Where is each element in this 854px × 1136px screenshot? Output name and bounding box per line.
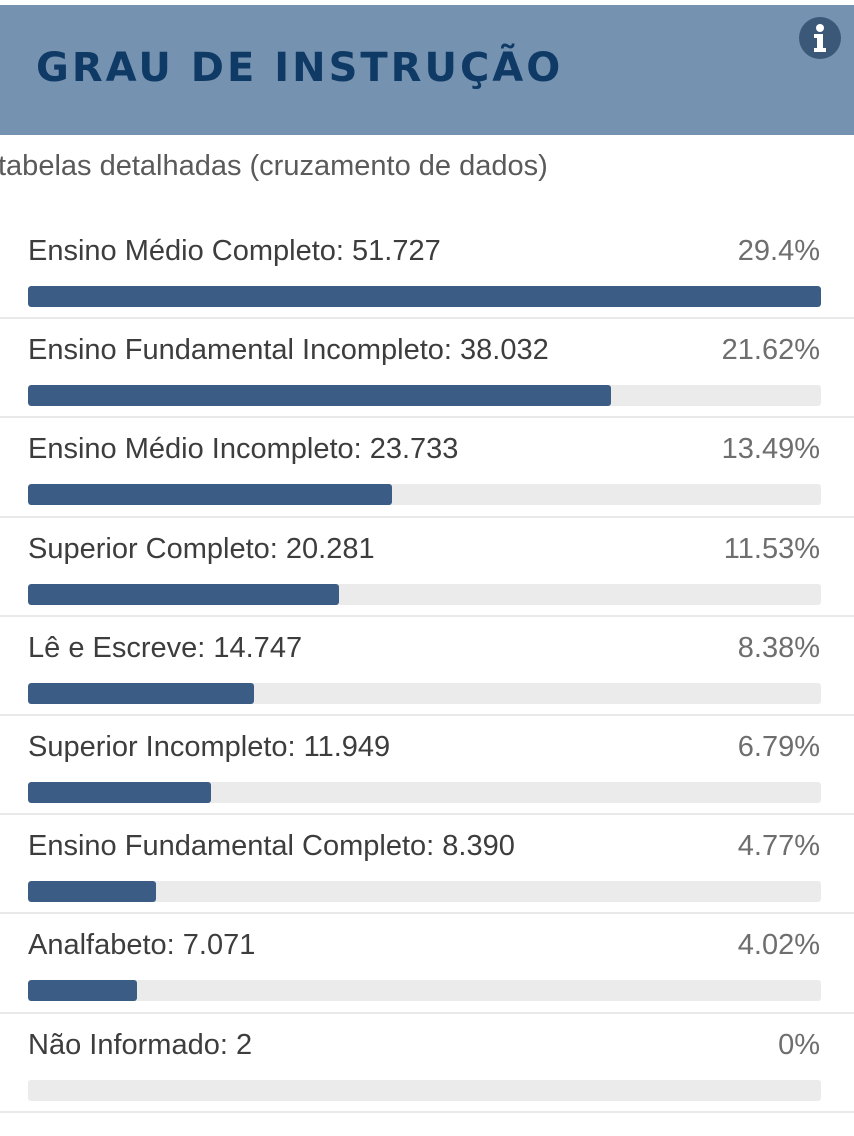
list-item: Ensino Fundamental Completo: 8.390 4.77%	[0, 815, 854, 915]
detailed-tables-link[interactable]: tabelas detalhadas (cruzamento de dados)	[0, 150, 548, 182]
list-item: Lê e Escreve: 14.747 8.38%	[0, 617, 854, 716]
section-title: GRAU DE INSTRUÇÃO	[36, 45, 564, 91]
item-percentage: 21.62%	[721, 334, 820, 367]
progress-track	[28, 484, 821, 506]
item-label: Ensino Médio Completo: 51.727	[28, 235, 441, 267]
progress-fill	[28, 682, 254, 704]
list-item: Superior Incompleto: 11.949 6.79%	[0, 716, 854, 816]
item-label: Superior Incompleto: 11.949	[28, 730, 391, 763]
section-header: GRAU DE INSTRUÇÃO	[0, 5, 854, 135]
item-label: Lê e Escreve: 14.747	[28, 631, 303, 664]
list-item: Ensino Médio Completo: 51.727 29.4%	[0, 220, 854, 320]
list-item: Ensino Fundamental Incompleto: 38.032 21…	[0, 319, 854, 419]
item-percentage: 29.4%	[737, 235, 820, 267]
list-item: Ensino Médio Incompleto: 23.733 13.49%	[0, 418, 854, 518]
item-percentage: 0%	[778, 1028, 820, 1061]
progress-track	[28, 980, 821, 1002]
education-level-list: Ensino Médio Completo: 51.727 29.4% Ensi…	[0, 220, 854, 1113]
progress-fill	[28, 781, 212, 803]
progress-fill	[28, 484, 392, 506]
info-icon[interactable]	[799, 17, 841, 59]
progress-track	[28, 583, 821, 605]
progress-track	[28, 682, 821, 704]
item-percentage: 4.02%	[737, 929, 820, 962]
list-item: Superior Completo: 20.281 11.53%	[0, 518, 854, 617]
item-percentage: 13.49%	[721, 433, 820, 466]
item-label: Ensino Fundamental Completo: 8.390	[28, 830, 515, 863]
list-item: Não Informado: 2 0%	[0, 1014, 854, 1113]
progress-fill	[28, 385, 611, 407]
item-label: Ensino Médio Incompleto: 23.733	[28, 433, 459, 466]
item-percentage: 8.38%	[737, 631, 820, 664]
progress-track	[28, 286, 821, 307]
item-percentage: 11.53%	[723, 532, 820, 565]
item-label: Superior Completo: 20.281	[28, 532, 375, 565]
progress-track	[28, 781, 821, 803]
progress-track	[28, 881, 821, 903]
progress-fill	[28, 881, 157, 903]
progress-fill	[28, 980, 137, 1002]
progress-track	[28, 1079, 821, 1101]
progress-fill	[28, 286, 821, 307]
item-percentage: 4.77%	[737, 830, 820, 863]
item-label: Ensino Fundamental Incompleto: 38.032	[28, 334, 549, 367]
item-percentage: 6.79%	[737, 730, 820, 763]
item-label: Analfabeto: 7.071	[28, 929, 256, 962]
progress-track	[28, 385, 821, 407]
item-label: Não Informado: 2	[28, 1028, 253, 1061]
progress-fill	[28, 583, 339, 605]
list-item: Analfabeto: 7.071 4.02%	[0, 914, 854, 1014]
